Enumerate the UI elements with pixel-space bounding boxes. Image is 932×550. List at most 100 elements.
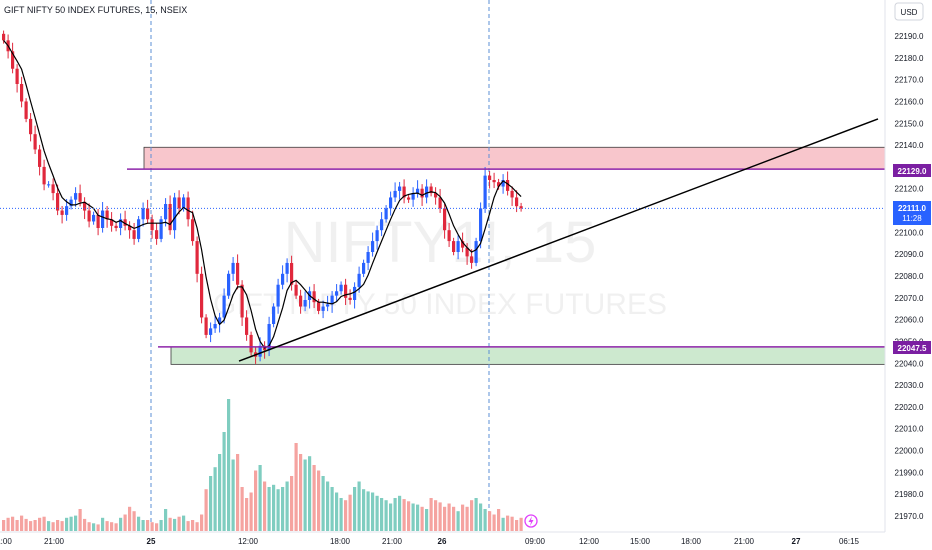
candle	[402, 186, 406, 198]
volume-bar	[65, 517, 69, 531]
support-price-tag: 22047.5	[893, 341, 931, 354]
candle	[366, 252, 370, 263]
candle	[87, 210, 91, 222]
volume-bar	[191, 520, 195, 531]
volume-bar	[402, 499, 406, 531]
volume-bar	[488, 511, 492, 531]
candle	[141, 208, 145, 220]
volume-bar	[335, 492, 339, 531]
candle	[492, 180, 496, 183]
candle	[501, 180, 505, 187]
candle	[294, 284, 298, 296]
y-tick-label: 22160.0	[895, 97, 924, 106]
volume-bar	[249, 492, 253, 531]
events-icon[interactable]	[524, 514, 538, 528]
candle	[272, 306, 276, 324]
watermark-ticker: NIFTY1!, 15	[284, 210, 597, 275]
volume-bar	[353, 487, 357, 531]
volume-bar	[173, 518, 177, 531]
volume-bar	[312, 465, 316, 531]
volume-bar	[479, 503, 483, 531]
candle	[312, 291, 316, 303]
volume-bar	[24, 518, 28, 531]
candle	[155, 230, 159, 239]
candle	[456, 241, 460, 252]
y-tick-label: 22190.0	[895, 32, 924, 41]
candle	[105, 210, 109, 220]
volume-bar	[461, 504, 465, 531]
candle	[159, 219, 163, 239]
volume-bar	[272, 484, 276, 531]
volume-bar	[141, 520, 145, 531]
volume-bar	[380, 498, 384, 531]
candle	[488, 175, 492, 180]
ascending-trendline	[238, 118, 879, 362]
candle	[110, 219, 114, 226]
candle	[479, 208, 483, 242]
volume-bar	[254, 470, 258, 531]
volume-bar	[384, 500, 388, 531]
candle	[204, 317, 208, 335]
currency-button[interactable]: USD	[894, 2, 924, 21]
volume-bar	[114, 523, 118, 531]
volume-bar	[182, 515, 186, 531]
volume-bar	[195, 522, 199, 531]
volume-bar	[281, 487, 285, 531]
candle	[299, 295, 303, 307]
x-tick-label: 1:00	[0, 537, 12, 546]
candle	[29, 118, 33, 135]
volume-bar	[362, 489, 366, 531]
volume-bar	[218, 454, 222, 531]
volume-bar	[308, 456, 312, 531]
last-price-label: 22111.0	[898, 204, 927, 213]
volume-bar	[339, 498, 343, 531]
candle	[114, 225, 118, 228]
candle	[461, 241, 465, 248]
volume-bar	[371, 492, 375, 531]
volume-bar	[276, 489, 280, 531]
volume-bar	[51, 522, 55, 531]
volume-bar	[492, 514, 496, 531]
candle	[447, 230, 451, 242]
volume-bar	[411, 503, 415, 531]
candle	[164, 204, 168, 220]
resistance-price-label: 22129.0	[898, 167, 927, 176]
candle	[438, 197, 442, 209]
x-tick-label: 15:00	[630, 537, 651, 546]
candle	[474, 241, 478, 263]
volume-bar	[420, 506, 424, 531]
candle	[425, 186, 429, 198]
volume-bar	[258, 465, 262, 531]
candle	[452, 241, 456, 252]
candle	[434, 193, 438, 198]
volume-bar	[474, 498, 478, 531]
candle	[317, 302, 321, 311]
volume-bar	[60, 521, 64, 531]
volume-bar	[204, 489, 208, 531]
volume-bar	[213, 467, 217, 531]
candle	[65, 206, 69, 215]
volume-bar	[222, 432, 226, 531]
candle	[51, 184, 55, 194]
x-tick-label: 27	[792, 537, 801, 546]
y-tick-label: 22180.0	[895, 54, 924, 63]
volume-bar	[177, 516, 181, 531]
volume-bar	[438, 502, 442, 531]
volume-bar	[105, 521, 109, 531]
volume-bar	[123, 514, 127, 531]
y-tick-label: 22150.0	[895, 119, 924, 128]
candle	[146, 208, 150, 220]
volume-bar	[56, 520, 60, 531]
candle	[119, 219, 123, 228]
candle	[218, 317, 222, 324]
candle	[276, 284, 280, 307]
volume-bar	[510, 516, 514, 531]
volume-bar	[119, 517, 123, 531]
volume-bar	[87, 522, 91, 531]
candle	[168, 204, 172, 231]
volume-bar	[146, 520, 150, 531]
volume-bar	[47, 521, 51, 531]
candle	[416, 188, 420, 194]
candle	[281, 273, 285, 285]
